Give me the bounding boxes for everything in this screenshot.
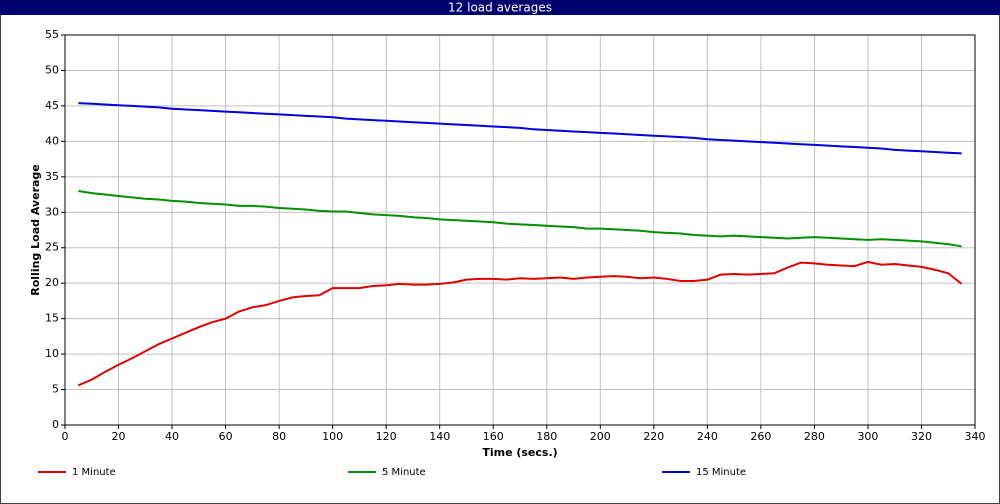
x-tick-label: 260 bbox=[750, 430, 771, 443]
x-tick-label: 100 bbox=[322, 430, 343, 443]
y-tick-label: 35 bbox=[45, 170, 59, 183]
x-tick-label: 60 bbox=[219, 430, 233, 443]
y-tick-label: 5 bbox=[52, 383, 59, 396]
series-line bbox=[78, 190, 962, 248]
x-tick-label: 200 bbox=[590, 430, 611, 443]
x-tick-label: 0 bbox=[62, 430, 69, 443]
x-tick-label: 20 bbox=[112, 430, 126, 443]
y-tick-label: 40 bbox=[45, 134, 59, 147]
x-tick-label: 320 bbox=[911, 430, 932, 443]
series-line bbox=[77, 260, 963, 387]
series-line bbox=[78, 102, 962, 155]
x-tick-label: 40 bbox=[165, 430, 179, 443]
y-axis-label: Rolling Load Average bbox=[29, 164, 42, 296]
y-tick-label: 55 bbox=[45, 28, 59, 41]
x-tick-label: 160 bbox=[483, 430, 504, 443]
x-tick-label: 180 bbox=[536, 430, 557, 443]
legend-label: 15 Minute bbox=[696, 467, 746, 478]
x-tick-label: 300 bbox=[857, 430, 878, 443]
x-tick-label: 240 bbox=[697, 430, 718, 443]
y-tick-label: 20 bbox=[45, 276, 59, 289]
x-axis-label: Time (secs.) bbox=[482, 446, 557, 459]
plot-border bbox=[64, 34, 976, 426]
x-tick-label: 220 bbox=[643, 430, 664, 443]
x-tick-label: 120 bbox=[376, 430, 397, 443]
y-tick-label: 10 bbox=[45, 347, 59, 360]
x-tick-label: 80 bbox=[272, 430, 286, 443]
y-tick-label: 50 bbox=[45, 63, 59, 76]
y-tick-label: 25 bbox=[45, 241, 59, 254]
legend-label: 1 Minute bbox=[72, 467, 116, 478]
chart-title: 12 load averages bbox=[448, 1, 552, 15]
y-tick-label: 45 bbox=[45, 99, 59, 112]
x-tick-label: 140 bbox=[429, 430, 450, 443]
x-tick-label: 280 bbox=[804, 430, 825, 443]
x-tick-label: 340 bbox=[965, 430, 986, 443]
legend-label: 5 Minute bbox=[382, 467, 426, 478]
y-tick-label: 0 bbox=[52, 418, 59, 431]
title-bar bbox=[0, 0, 1000, 15]
y-tick-label: 15 bbox=[45, 312, 59, 325]
y-tick-label: 30 bbox=[45, 205, 59, 218]
